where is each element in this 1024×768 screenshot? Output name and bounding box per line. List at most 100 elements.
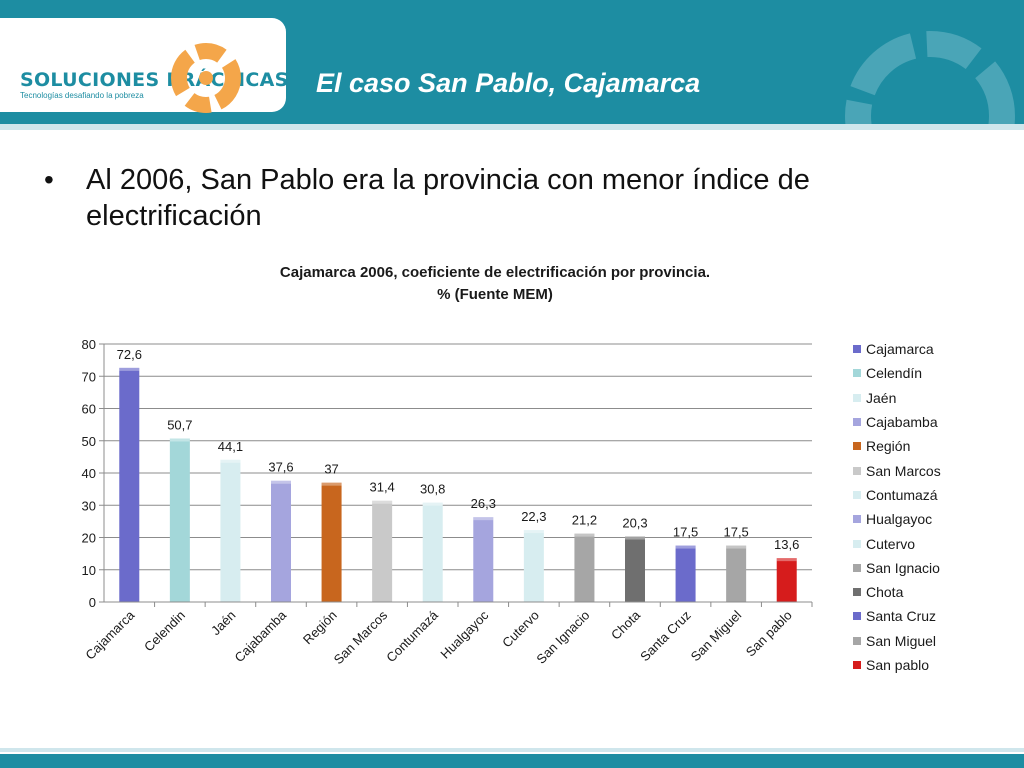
header-divider	[0, 124, 1024, 130]
legend-swatch	[853, 563, 861, 572]
legend-label: Cutervo	[866, 535, 916, 552]
legend-label: Región	[866, 438, 911, 455]
legend-label: San Marcos	[866, 462, 941, 479]
legend-label: Celendín	[866, 365, 923, 382]
data-label: 17,5	[673, 525, 698, 540]
y-tick-label: 10	[82, 563, 96, 578]
legend-swatch	[853, 418, 861, 427]
logo-text: SOLUCIONES PRÁCTICAS	[20, 69, 289, 91]
x-tick-label: Chota	[608, 607, 644, 643]
legend-label: Hualgayoc	[866, 511, 933, 528]
legend-item: Jaén	[853, 386, 1003, 410]
legend-item: Cutervo	[853, 531, 1003, 555]
data-label: 30,8	[420, 482, 445, 497]
data-label: 44,1	[218, 439, 243, 454]
chart-title-line-2: % (Fuente MEM)	[437, 286, 553, 303]
chart-legend: Cajamarca Celendín Jaén Cajabamba Región San …	[853, 337, 1003, 677]
bar-highlight	[119, 367, 140, 371]
bullet-marker: •	[44, 164, 54, 195]
bar	[422, 502, 443, 602]
bar-highlight	[523, 530, 544, 534]
legend-item: Cajabamba	[853, 410, 1003, 434]
legend-item: Hualgayoc	[853, 507, 1003, 531]
bar	[321, 482, 342, 602]
data-label: 17,5	[723, 525, 748, 540]
x-tick-label: Cajamarca	[82, 607, 138, 663]
logo-tagline: Tecnologías desafiando la pobreza	[20, 91, 144, 100]
data-label: 20,3	[622, 516, 647, 531]
data-label: 37	[324, 462, 338, 477]
bullet-text: Al 2006, San Pablo era la provincia con …	[86, 164, 810, 232]
slide-title: El caso San Pablo, Cajamarca	[316, 68, 701, 98]
legend-item: San pablo	[853, 653, 1003, 677]
y-tick-label: 0	[89, 595, 96, 610]
legend-swatch	[853, 612, 861, 621]
bar-highlight	[675, 545, 696, 549]
bar-highlight	[169, 438, 190, 442]
legend-swatch	[853, 588, 861, 597]
bar-highlight	[422, 502, 443, 506]
x-tick-label: Cajabamba	[231, 607, 289, 665]
x-tick-label: San Ignacio	[533, 608, 592, 667]
legend-item: Santa Cruz	[853, 604, 1003, 628]
legend-label: Contumazá	[866, 486, 938, 503]
legend-item: Celendín	[853, 361, 1003, 385]
data-label: 72,6	[117, 347, 142, 362]
bar	[220, 459, 241, 602]
data-label: 22,3	[521, 509, 546, 524]
legend-swatch	[853, 539, 861, 548]
legend-item: San Ignacio	[853, 556, 1003, 580]
legend-swatch	[853, 490, 861, 499]
bar-highlight	[271, 480, 291, 484]
legend-item: Contumazá	[853, 483, 1003, 507]
bar	[271, 480, 291, 602]
bar-highlight	[776, 558, 797, 562]
logo: SOLUCIONES PRÁCTICAS Tecnologías desafia…	[0, 18, 289, 113]
bar	[776, 558, 797, 602]
legend-item: Chota	[853, 580, 1003, 604]
x-tick-label: Cutervo	[499, 608, 542, 651]
bar-highlight	[321, 482, 342, 486]
legend-swatch	[853, 393, 861, 402]
x-tick-label: Celendin	[141, 608, 188, 655]
decorative-ring-icon	[845, 31, 1015, 124]
legend-swatch	[853, 369, 861, 378]
y-tick-label: 20	[82, 531, 96, 546]
x-tick-label: Hualgayoc	[437, 607, 491, 661]
legend-item: San Marcos	[853, 458, 1003, 482]
legend-item: Cajamarca	[853, 337, 1003, 361]
bar-highlight	[625, 536, 645, 540]
y-tick-label: 30	[82, 498, 96, 513]
bar	[169, 438, 190, 602]
x-tick-label: San Miguel	[688, 607, 745, 664]
data-label: 21,2	[572, 513, 597, 528]
legend-label: Santa Cruz	[866, 608, 937, 625]
bar	[675, 545, 696, 602]
legend-label: Chota	[866, 584, 904, 601]
chart-title-line-1: Cajamarca 2006, coeficiente de electrifi…	[279, 264, 711, 281]
bar-highlight	[574, 533, 595, 537]
data-label: 26,3	[471, 496, 496, 511]
bar	[119, 367, 140, 602]
logo-ring-icon	[171, 43, 241, 113]
legend-swatch	[853, 345, 861, 354]
legend-label: Jaén	[866, 389, 897, 406]
bar	[372, 500, 393, 602]
legend-swatch	[853, 515, 861, 524]
data-label: 31,4	[369, 480, 394, 495]
legend-label: San pablo	[866, 657, 930, 673]
data-label: 50,7	[167, 417, 192, 432]
bar-highlight	[372, 500, 393, 504]
legend-label: San Ignacio	[866, 559, 940, 576]
y-tick-label: 60	[82, 402, 96, 417]
legend-item: San Miguel	[853, 629, 1003, 653]
bar	[523, 530, 544, 602]
bar	[574, 533, 595, 602]
x-tick-label: Contumazá	[383, 607, 441, 665]
x-tick-label: Santa Cruz	[637, 608, 694, 665]
legend-label: Cajamarca	[866, 341, 934, 358]
slide-footer	[0, 754, 1024, 768]
x-tick-label: Región	[300, 608, 340, 648]
bar	[625, 536, 645, 602]
